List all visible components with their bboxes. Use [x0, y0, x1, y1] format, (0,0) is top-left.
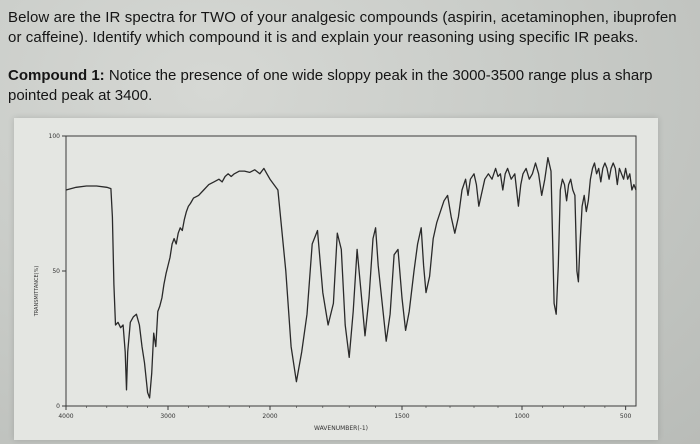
x-tick-label: 4000: [58, 413, 73, 420]
spectrum-trace: [65, 156, 637, 399]
x-tick-label: 3000: [160, 413, 175, 420]
y-axis-label: TRANSMITTANCE(%): [34, 266, 40, 318]
ir-spectrum-card: 4000 3000 2000 1500 1000 500 WAVENUMBER(-1) 100…: [14, 118, 658, 440]
question-text: Below are the IR spectra for TWO of your…: [8, 9, 677, 46]
y-tick-label: 50: [52, 268, 60, 275]
y-tick-label: 0: [56, 403, 60, 410]
x-axis-label: WAVENUMBER(-1): [314, 425, 368, 432]
x-tick-label: 1500: [394, 413, 409, 420]
compound-1-note: Compound 1: Notice the presence of one w…: [8, 66, 693, 106]
compound-label: Compound 1:: [8, 67, 105, 84]
x-tick-label: 2000: [262, 413, 277, 420]
x-tick-label: 1000: [514, 413, 529, 420]
x-tick-label: 500: [620, 413, 632, 420]
ir-spectrum-chart: 4000 3000 2000 1500 1000 500WAVENUMBER(-1)100…: [34, 133, 637, 432]
compound-description: Notice the presence of one wide sloppy p…: [8, 67, 653, 104]
y-tick-label: 100: [49, 133, 61, 140]
